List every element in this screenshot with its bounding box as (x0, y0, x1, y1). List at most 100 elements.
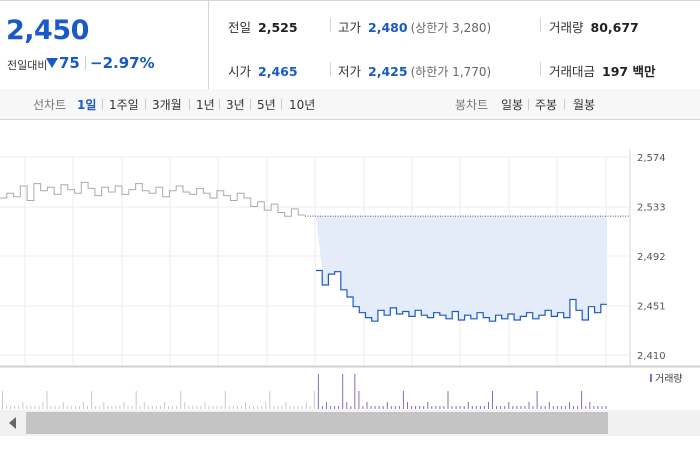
y-tick-label: 2,410 (637, 351, 666, 362)
volume-bar (459, 406, 461, 409)
volume-bar (54, 406, 56, 409)
volume-bar (540, 406, 542, 409)
tab-5y[interactable]: 5년 (257, 98, 276, 112)
stat-prev-close: 전일 2,525 (228, 17, 298, 36)
volume-bar (115, 406, 117, 409)
volume-bar (573, 406, 574, 409)
volume-bar (512, 406, 514, 409)
stat-volume: 거래량 80,677 (549, 17, 639, 36)
tab-3m[interactable]: 3개월 (152, 98, 182, 112)
volume-bar (552, 406, 554, 409)
price-chart: 2,574 2,533 2,492 2,451 2,410 거래량 (0, 150, 700, 436)
volume-bar (196, 406, 198, 409)
volume-bar (204, 402, 206, 409)
tab-divider (219, 99, 220, 110)
volume-bar (172, 406, 174, 409)
horizontal-scrollbar[interactable] (0, 410, 700, 436)
volume-bar (151, 406, 153, 409)
volume-bar (309, 406, 311, 409)
volume-bar (249, 406, 250, 409)
volume-bar (159, 406, 161, 409)
volume-bar (398, 406, 400, 409)
volume-bar (46, 391, 48, 409)
volume-bar (188, 406, 190, 409)
stat-label: 고가 (338, 20, 362, 35)
y-tick-label: 2,574 (637, 153, 666, 164)
volume-bar (79, 406, 80, 409)
prev-day-price-line (0, 181, 305, 217)
tab-1w[interactable]: 1주일 (109, 98, 139, 112)
scroll-left-arrow-icon[interactable] (9, 417, 16, 429)
volume-bar (605, 406, 607, 409)
volume-bar (87, 406, 88, 409)
volume-bar (107, 406, 109, 409)
volume-bar (419, 406, 421, 409)
down-arrow-icon (46, 58, 58, 68)
volume-bar (548, 402, 550, 409)
volume-bar (30, 406, 32, 409)
volume-bar (180, 391, 182, 409)
volume-bar (313, 391, 315, 409)
volume-bar (528, 402, 530, 409)
volume-bar (475, 406, 477, 409)
volume-bar (366, 402, 368, 409)
volume-bar (455, 406, 457, 409)
y-tick-label: 2,533 (637, 203, 666, 214)
volume-bar (38, 406, 40, 409)
volume-bar (147, 406, 149, 409)
chart-tabbar: 선차트 1일 1주일 3개월 1년 3년 5년 10년 봉차트 일봉 주봉 월봉 (0, 89, 700, 120)
volume-bar (447, 391, 449, 409)
volume-bar (42, 402, 44, 409)
stat-trade-value: 거래대금 197 백만 (549, 61, 655, 80)
volume-bar (14, 406, 16, 409)
tab-10y[interactable]: 10년 (289, 98, 316, 112)
volume-bar (569, 402, 570, 409)
volume-bar (305, 402, 307, 409)
change-divider (85, 56, 86, 70)
tab-1y[interactable]: 1년 (196, 98, 215, 112)
stat-label: 거래량 (549, 20, 584, 35)
volume-bar (224, 391, 226, 409)
volume-bar (281, 406, 283, 409)
volume-bar (467, 402, 469, 409)
volume-bar (350, 406, 352, 409)
volume-bar (285, 402, 287, 409)
tab-1d[interactable]: 1일 (77, 98, 97, 112)
volume-bar (139, 406, 141, 409)
tab-daily[interactable]: 일봉 (501, 98, 524, 112)
tab-3y[interactable]: 3년 (226, 98, 245, 112)
volume-bar (435, 406, 437, 409)
volume-bar (293, 406, 295, 409)
volume-bar (415, 406, 417, 409)
volume-bar (560, 406, 562, 409)
tab-monthly[interactable]: 월봉 (573, 98, 596, 112)
volume-bar (577, 406, 579, 409)
tab-divider (528, 99, 529, 110)
volume-bar (228, 406, 230, 409)
stat-sub: (상한가 3,280) (410, 21, 492, 35)
stat-sub: (하한가 1,770) (410, 65, 492, 79)
tab-divider (250, 99, 251, 110)
volume-bar (289, 406, 291, 409)
volume-bar (496, 406, 498, 409)
stat-value: 2,425 (368, 64, 408, 79)
volume-bar (83, 402, 84, 409)
scrollbar-thumb[interactable] (26, 412, 608, 434)
volume-bar (123, 402, 125, 409)
volume-bar (411, 406, 412, 409)
volume-bar (508, 402, 510, 409)
volume-bar (536, 391, 538, 409)
tab-weekly[interactable]: 주봉 (535, 98, 558, 112)
stat-value: 197 백만 (602, 64, 656, 79)
volume-bar (471, 406, 473, 409)
stat-value: 2,480 (368, 20, 408, 35)
volume-bar (451, 406, 453, 409)
volume-bar (62, 402, 64, 409)
volume-bar (18, 406, 20, 409)
volume-bar (479, 406, 481, 409)
volume-bar (273, 406, 275, 409)
volume-bar (585, 406, 587, 409)
volume-bar (556, 406, 558, 409)
stat-label: 저가 (338, 64, 362, 79)
volume-bar (70, 406, 72, 409)
